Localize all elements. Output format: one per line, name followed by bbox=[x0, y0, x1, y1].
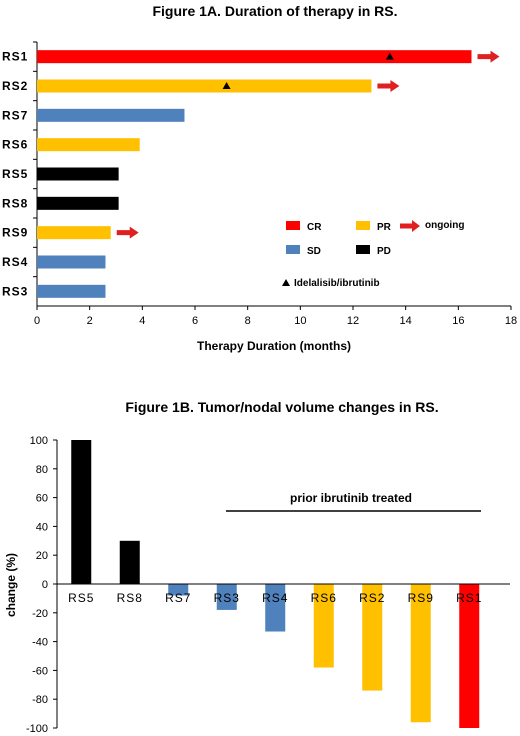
x-category-label: RS5 bbox=[68, 591, 94, 605]
y-tick-label: 80 bbox=[36, 464, 48, 476]
x-tick-label: 4 bbox=[139, 315, 145, 327]
bar bbox=[37, 284, 106, 298]
x-category-label: RS1 bbox=[456, 591, 482, 605]
x-category-label: RS7 bbox=[165, 591, 191, 605]
x-tick-label: 10 bbox=[294, 315, 306, 327]
y-tick-label: 20 bbox=[36, 550, 48, 562]
figure-1b-title: Figure 1B. Tumor/nodal volume changes in… bbox=[125, 399, 438, 415]
y-category-label: RS4 bbox=[2, 255, 28, 269]
bar bbox=[216, 584, 237, 610]
bar bbox=[168, 584, 189, 596]
bar bbox=[37, 167, 119, 181]
ongoing-arrow bbox=[477, 50, 500, 63]
figure-1b-y-axis-label: change (%) bbox=[4, 553, 18, 617]
x-tick-label: 16 bbox=[452, 315, 464, 327]
x-category-label: RS4 bbox=[262, 591, 288, 605]
y-tick-label: 0 bbox=[42, 579, 48, 591]
legend-swatch bbox=[356, 221, 370, 230]
y-tick-label: 60 bbox=[36, 493, 48, 505]
prior-ibrutinib-annotation: prior ibrutinib treated bbox=[290, 491, 412, 505]
idelalisib-ibrutinib-marker bbox=[222, 82, 231, 89]
x-category-label: RS6 bbox=[311, 591, 337, 605]
bar bbox=[313, 584, 334, 668]
y-tick-label: -100 bbox=[26, 723, 48, 735]
y-tick-label: -40 bbox=[32, 637, 48, 649]
ongoing-arrow bbox=[377, 80, 400, 92]
legend-label: ongoing bbox=[425, 220, 464, 231]
legend-swatch bbox=[286, 245, 300, 254]
y-category-label: RS7 bbox=[2, 108, 28, 122]
legend-label: Idelalisib/ibrutinib bbox=[294, 278, 380, 289]
y-category-label: RS3 bbox=[2, 284, 28, 298]
legend-triangle-icon bbox=[282, 279, 290, 286]
bar bbox=[119, 540, 140, 584]
x-tick-label: 2 bbox=[87, 315, 93, 327]
y-category-label: RS9 bbox=[2, 226, 28, 240]
bar bbox=[37, 138, 140, 152]
bar bbox=[71, 440, 92, 584]
bar bbox=[362, 584, 383, 691]
y-category-label: RS2 bbox=[2, 79, 28, 93]
x-tick-label: 6 bbox=[192, 315, 198, 327]
x-category-label: RS2 bbox=[359, 591, 385, 605]
bar bbox=[459, 584, 480, 728]
y-category-label: RS6 bbox=[2, 138, 28, 152]
y-tick-label: -80 bbox=[32, 694, 48, 706]
bar bbox=[37, 108, 185, 122]
y-category-label: RS8 bbox=[2, 196, 28, 210]
y-category-label: RS5 bbox=[2, 167, 28, 181]
figure-1a-title: Figure 1A. Duration of therapy in RS. bbox=[152, 3, 397, 19]
bar bbox=[37, 226, 111, 240]
x-category-label: RS9 bbox=[408, 591, 434, 605]
bar bbox=[37, 50, 472, 64]
bar bbox=[37, 255, 106, 269]
legend-swatch bbox=[286, 221, 300, 230]
bar bbox=[410, 584, 431, 723]
x-tick-label: 12 bbox=[347, 315, 359, 327]
x-tick-label: 18 bbox=[505, 315, 517, 327]
y-tick-label: 100 bbox=[30, 435, 48, 447]
legend: CR PR ongoing SD PD Idelalisib/ibrutinib bbox=[282, 220, 464, 289]
y-tick-label: -60 bbox=[32, 665, 48, 677]
x-tick-label: 14 bbox=[400, 315, 412, 327]
x-category-label: RS8 bbox=[117, 591, 143, 605]
legend-label: CR bbox=[307, 222, 322, 233]
x-tick-label: 0 bbox=[34, 315, 40, 327]
figure-1a-chart: 0 2 4 6 8 10 12 14 16 18 RS1 RS2 RS7 RS6 RS5 RS8 RS9 RS4 R… bbox=[2, 41, 517, 327]
figure-1a-x-axis-label: Therapy Duration (months) bbox=[197, 339, 351, 353]
idelalisib-ibrutinib-marker bbox=[385, 52, 394, 60]
legend-label: PR bbox=[377, 222, 392, 233]
y-category-label: RS1 bbox=[2, 50, 28, 64]
x-tick-label: 8 bbox=[245, 315, 251, 327]
y-tick-label: -20 bbox=[32, 608, 48, 620]
x-category-label: RS3 bbox=[214, 591, 240, 605]
legend-label: PD bbox=[377, 246, 391, 257]
legend-swatch bbox=[356, 245, 370, 254]
bar bbox=[265, 584, 286, 632]
legend-arrow-icon bbox=[400, 220, 420, 232]
figure-1b-chart: 100 80 60 40 20 0 -20 -40 -60 -80 -100 RS5 RS8 RS7 RS3… bbox=[26, 435, 510, 735]
ongoing-arrow bbox=[116, 226, 139, 239]
y-tick-label: 40 bbox=[36, 521, 48, 533]
bar bbox=[37, 196, 119, 210]
legend-label: SD bbox=[307, 246, 321, 257]
bar bbox=[37, 79, 372, 93]
